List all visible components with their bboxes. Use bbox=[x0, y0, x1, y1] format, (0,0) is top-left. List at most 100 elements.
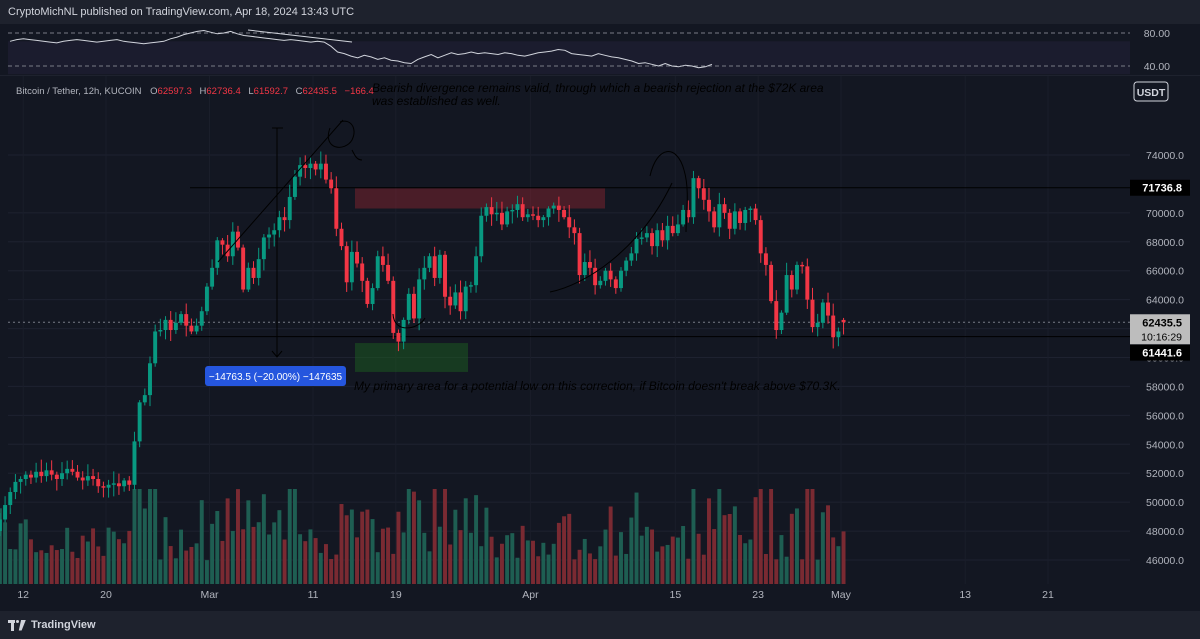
time-axis[interactable] bbox=[0, 584, 1130, 611]
candle-body bbox=[189, 325, 194, 332]
volume-bar bbox=[474, 495, 479, 584]
candle-body bbox=[468, 285, 473, 287]
currency-button[interactable] bbox=[1133, 81, 1169, 102]
volume-bar bbox=[272, 522, 277, 584]
candle-body bbox=[132, 441, 137, 485]
candle-body bbox=[65, 468, 70, 474]
volume-bar bbox=[391, 553, 396, 584]
volume-bar bbox=[763, 554, 768, 584]
volume-bar bbox=[303, 541, 308, 584]
volume-bar bbox=[675, 537, 680, 584]
rsi-panel: 80.00 40.00 bbox=[0, 24, 1200, 77]
volume-bar bbox=[111, 531, 116, 584]
volume-bar bbox=[732, 506, 737, 584]
volume-bar bbox=[608, 506, 613, 584]
volume-bar bbox=[707, 498, 711, 584]
bottom-annotation[interactable]: My primary area for a potential low on t… bbox=[354, 379, 841, 393]
top-annotation-line1[interactable]: Bearish divergence remains valid, throug… bbox=[372, 81, 824, 95]
volume-bar bbox=[199, 500, 204, 584]
volume-bar bbox=[60, 549, 64, 584]
candle-body bbox=[282, 217, 287, 221]
resistance-price-tag: 71736.8 bbox=[1142, 183, 1182, 195]
candle-body bbox=[463, 286, 468, 312]
candle-body bbox=[479, 215, 484, 257]
volume-bar bbox=[531, 540, 535, 584]
candle-body bbox=[344, 246, 349, 283]
last-price-tag: 62435.5 bbox=[1142, 317, 1182, 329]
publish-info: CryptoMichNL published on TradingView.co… bbox=[8, 6, 355, 18]
candle-body bbox=[577, 233, 582, 276]
volume-bar bbox=[520, 525, 525, 584]
price-tick-label: 46000.0 bbox=[1146, 555, 1184, 567]
volume-bar bbox=[173, 558, 178, 584]
candle-body bbox=[448, 296, 453, 306]
candle-body bbox=[96, 479, 101, 487]
volume-bar bbox=[277, 510, 282, 584]
volume-bar bbox=[13, 549, 18, 584]
candle-body bbox=[769, 264, 774, 302]
volume-bar bbox=[106, 527, 111, 584]
candle-body bbox=[256, 259, 261, 278]
candle-body bbox=[505, 211, 510, 225]
low-value: 61592.7 bbox=[254, 86, 288, 97]
candle-body bbox=[401, 319, 406, 342]
candle-body bbox=[54, 474, 59, 479]
volume-bar bbox=[96, 546, 101, 584]
price-chart[interactable]: 80.00 40.00 Bitcoin / Tether, 12h, KUCOIN… bbox=[0, 0, 1200, 611]
candle-body bbox=[34, 471, 39, 478]
volume-bar bbox=[639, 535, 644, 584]
candle-body bbox=[634, 238, 639, 254]
price-tick-label: 48000.0 bbox=[1146, 526, 1184, 538]
curve-recovery-drawing bbox=[549, 182, 673, 293]
tradingview-logo-icon bbox=[8, 619, 26, 631]
candle-body bbox=[587, 262, 592, 268]
support-price-tag-bg bbox=[1130, 344, 1190, 361]
volume-bar bbox=[712, 529, 717, 584]
candle-body bbox=[122, 480, 127, 487]
volume-bar bbox=[80, 535, 85, 584]
candle-body bbox=[712, 211, 717, 228]
candle-body bbox=[748, 208, 753, 210]
symbol-name: Bitcoin / Tether, 12h, KUCOIN bbox=[16, 86, 142, 97]
volume-bar bbox=[91, 528, 96, 584]
candle-body bbox=[375, 256, 380, 289]
volume-bar bbox=[551, 543, 556, 584]
price-tick-label: 54000.0 bbox=[1146, 439, 1184, 451]
volume-bar bbox=[484, 507, 489, 584]
tradingview-logo[interactable]: TradingView bbox=[8, 619, 96, 631]
candle-body bbox=[28, 474, 33, 478]
candle-body bbox=[531, 214, 535, 216]
volume-bar bbox=[691, 489, 696, 584]
volume-bar bbox=[789, 513, 794, 584]
candle-body bbox=[644, 233, 649, 238]
volume-bar bbox=[572, 559, 577, 584]
volume-bar bbox=[396, 511, 401, 584]
resistance-price-tag-bg bbox=[1130, 179, 1190, 196]
volume-bar bbox=[44, 552, 49, 584]
candle-body bbox=[826, 302, 830, 316]
candle-body bbox=[515, 204, 520, 210]
volume-bar bbox=[344, 515, 349, 584]
volume-bar bbox=[660, 546, 665, 584]
trend-line-up[interactable] bbox=[217, 119, 344, 263]
open-value: 62597.3 bbox=[158, 86, 192, 97]
volume-bar bbox=[701, 554, 706, 584]
top-annotation-line2[interactable]: was established as well. bbox=[372, 94, 501, 108]
volume-bar bbox=[779, 535, 784, 584]
candle-body bbox=[619, 270, 623, 289]
candle-body bbox=[458, 292, 463, 312]
volume-bar bbox=[587, 553, 592, 584]
volume-bar bbox=[65, 527, 70, 584]
candle-body bbox=[624, 260, 629, 271]
volume-bar bbox=[758, 489, 763, 584]
candle-body bbox=[779, 312, 784, 331]
volume-bar bbox=[179, 529, 184, 584]
candle-body bbox=[137, 402, 142, 442]
volume-bar bbox=[282, 539, 287, 584]
symbol-line: Bitcoin / Tether, 12h, KUCOIN O62597.3 H… bbox=[16, 86, 374, 97]
volume-bar bbox=[153, 489, 158, 584]
volume-bar bbox=[670, 536, 675, 584]
time-tick-label: 11 bbox=[308, 589, 319, 601]
candle-body bbox=[8, 492, 13, 506]
candle-body bbox=[75, 471, 80, 478]
